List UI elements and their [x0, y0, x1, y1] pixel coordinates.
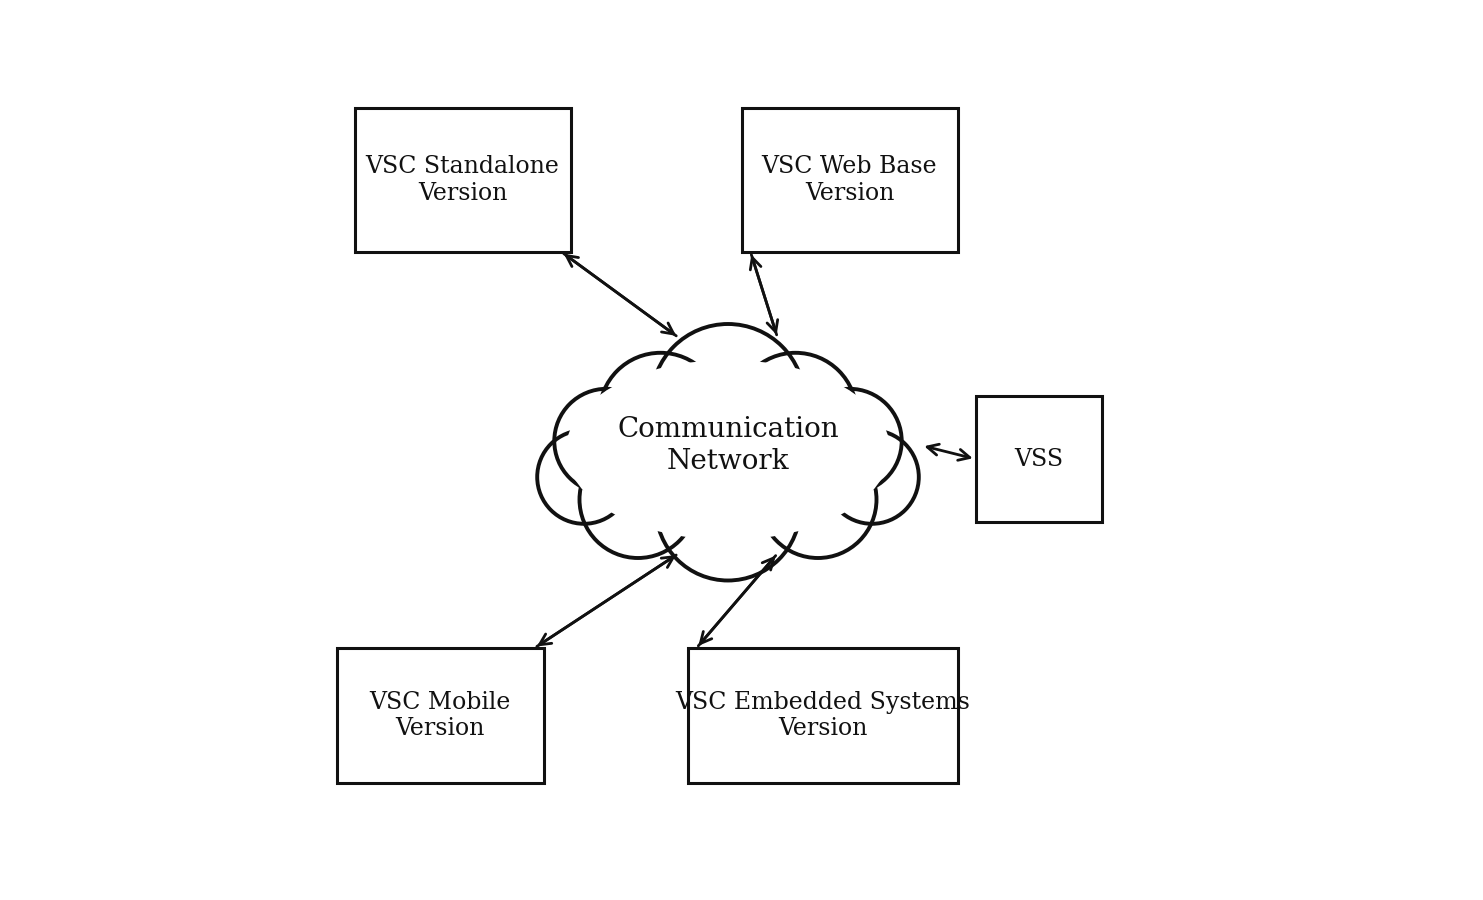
- Circle shape: [825, 430, 919, 524]
- Circle shape: [734, 353, 857, 475]
- Text: VSS: VSS: [1014, 447, 1063, 471]
- Text: VSC Web Base
Version: VSC Web Base Version: [762, 155, 937, 205]
- Circle shape: [537, 430, 630, 524]
- FancyBboxPatch shape: [337, 648, 543, 783]
- Text: VSC Standalone
Version: VSC Standalone Version: [366, 155, 559, 205]
- Ellipse shape: [567, 360, 890, 540]
- FancyBboxPatch shape: [976, 396, 1102, 522]
- FancyBboxPatch shape: [354, 108, 571, 252]
- Text: VSC Mobile
Version: VSC Mobile Version: [369, 690, 510, 741]
- Text: Communication
Network: Communication Network: [617, 417, 839, 474]
- Text: VSC Embedded Systems
Version: VSC Embedded Systems Version: [675, 690, 970, 741]
- Circle shape: [655, 436, 799, 580]
- Circle shape: [798, 389, 902, 493]
- Circle shape: [599, 353, 722, 475]
- Circle shape: [580, 441, 697, 558]
- FancyBboxPatch shape: [688, 648, 958, 783]
- Circle shape: [651, 324, 804, 477]
- Circle shape: [759, 441, 876, 558]
- FancyBboxPatch shape: [742, 108, 958, 252]
- Circle shape: [555, 389, 658, 493]
